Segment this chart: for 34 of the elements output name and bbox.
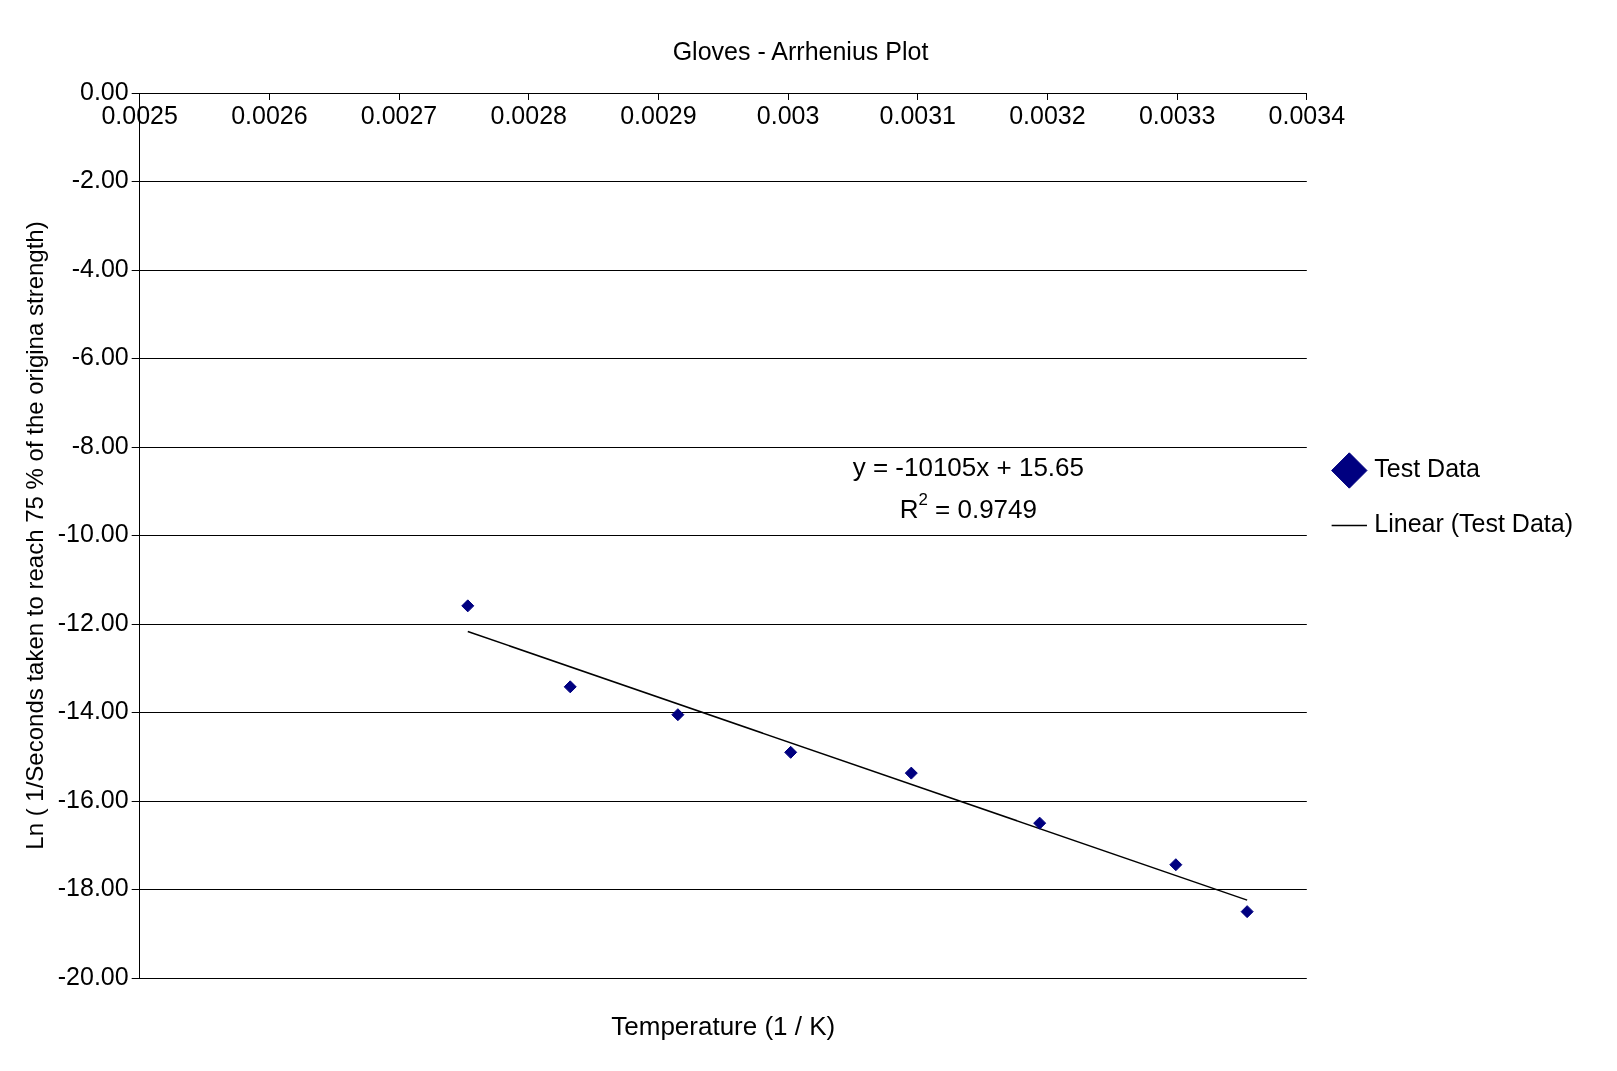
y-tick-label: -20.00 <box>57 961 129 990</box>
y-tick-label: -8.00 <box>71 430 129 459</box>
x-tick-label: 0.0026 <box>231 100 308 129</box>
y-tick-label: 0.00 <box>80 76 129 105</box>
legend-label: Linear (Test Data) <box>1374 509 1574 538</box>
point <box>1033 816 1047 830</box>
x-tick-label: 0.0032 <box>1009 100 1086 129</box>
y-axis-title: Ln ( 1/Seconds taken to reach 75 % of the origina strength) <box>21 221 49 850</box>
y-tick-label: -14.00 <box>57 696 129 725</box>
point <box>563 680 577 694</box>
annotation: y = -10105x + 15.65 <box>852 452 1084 483</box>
y-tick-label: -16.00 <box>57 784 129 813</box>
chart-title: Gloves - Arrhenius Plot <box>672 36 929 65</box>
point <box>904 766 918 780</box>
legend-label: Test Data <box>1374 454 1481 483</box>
x-tick-label: 0.0028 <box>490 100 567 129</box>
y-tick-label: -2.00 <box>71 165 129 194</box>
x-tick-label: 0.0029 <box>620 100 697 129</box>
y-tick-label: -6.00 <box>71 342 129 371</box>
point <box>461 599 475 613</box>
point <box>671 708 685 722</box>
x-tick-label: 0.003 <box>756 100 820 129</box>
x-tick-label: 0.0033 <box>1138 100 1216 129</box>
y-tick-label: -10.00 <box>57 519 129 548</box>
x-tick-label: 0.0027 <box>360 100 438 129</box>
x-axis-title: Temperature (1 / K) <box>611 1011 836 1042</box>
x-tick-label: 0.0031 <box>879 100 956 129</box>
y-tick-label: -4.00 <box>71 253 129 282</box>
x-tick-label: 0.0034 <box>1268 100 1346 129</box>
point <box>1240 905 1254 919</box>
point <box>1169 858 1183 872</box>
point <box>784 745 798 759</box>
y-tick-label: -12.00 <box>57 607 129 636</box>
y-tick-label: -18.00 <box>57 873 129 902</box>
